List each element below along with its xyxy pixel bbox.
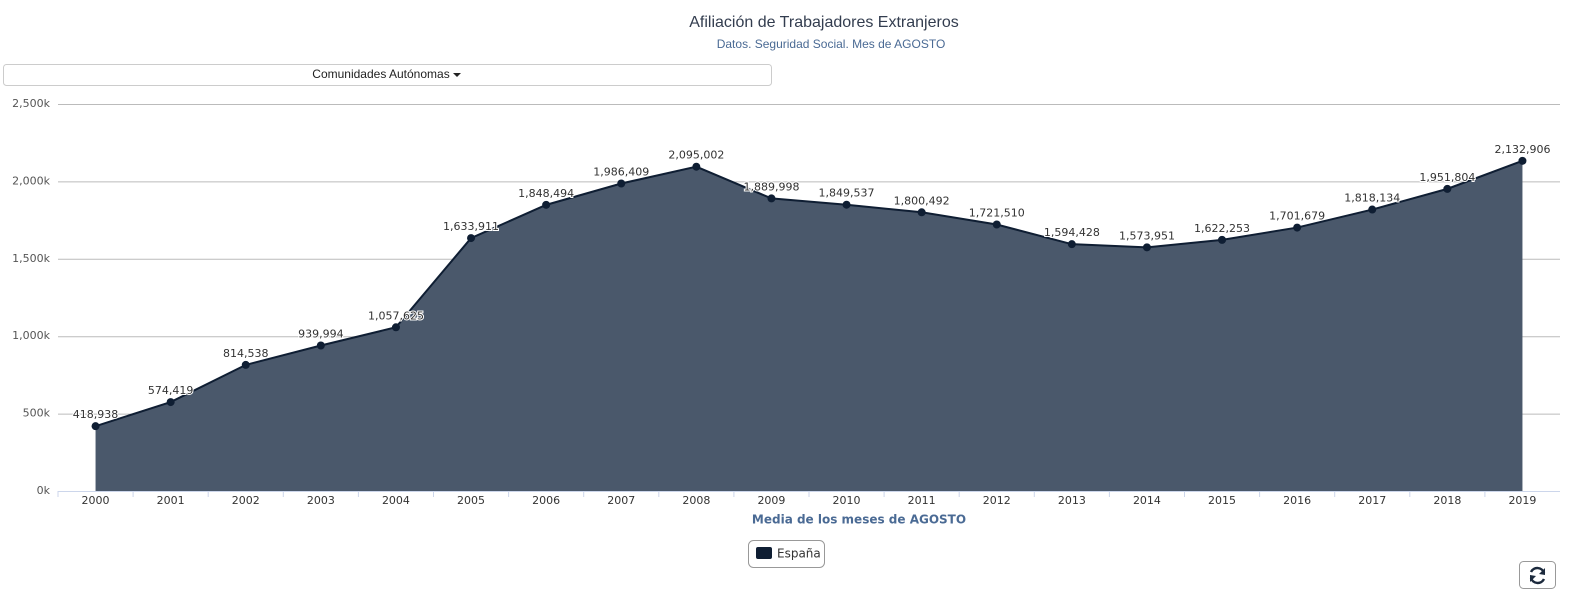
- x-tick-label: 2007: [607, 494, 635, 507]
- dropdown-box[interactable]: [3, 64, 772, 86]
- data-label: 1,633,911: [443, 220, 499, 233]
- data-label: 418,938: [73, 408, 119, 421]
- y-tick-label: 0k: [37, 484, 51, 497]
- refresh-box[interactable]: [1519, 561, 1556, 589]
- data-label: 1,889,998: [743, 180, 799, 193]
- dropdown[interactable]: Comunidades Autónomas: [3, 64, 772, 86]
- point: [241, 360, 250, 369]
- point: [166, 398, 175, 407]
- area: [95, 160, 1523, 491]
- x-tick-label: 2009: [757, 494, 785, 507]
- point: [1142, 243, 1151, 252]
- dropdown-caret: [453, 73, 461, 77]
- data-label: 1,721,510: [969, 207, 1025, 220]
- y-tick-label: 2,500k: [12, 97, 50, 110]
- data-label: 939,994: [298, 327, 344, 340]
- point: [692, 162, 701, 171]
- x-tick-label: 2010: [833, 494, 861, 507]
- point: [1218, 235, 1227, 244]
- x-tick-label: 2019: [1508, 494, 1536, 507]
- dropdown-label[interactable]: Comunidades Autónomas: [312, 67, 449, 81]
- data-label: 1,701,679: [1269, 210, 1325, 223]
- data-label: 1,622,253: [1194, 222, 1250, 235]
- point: [1067, 240, 1076, 249]
- x-tick-label: 2002: [232, 494, 260, 507]
- data-label: 814,538: [223, 347, 269, 360]
- point: [391, 323, 400, 332]
- x-tick-label: 2015: [1208, 494, 1236, 507]
- point: [316, 341, 325, 350]
- data-label: 1,800,492: [894, 194, 950, 207]
- data-label: 1,849,537: [819, 187, 875, 200]
- chart-title: Afiliación de Trabajadores Extranjeros: [689, 14, 958, 31]
- data-label: 1,594,428: [1044, 226, 1100, 239]
- y-tick-label: 500k: [23, 407, 51, 420]
- plot: 0k 500k 1,000k 1,500k 2,000k 2,500k 2000 2001 20…: [12, 97, 1560, 527]
- line: [95, 159, 1523, 428]
- data-label: 2,132,906: [1494, 143, 1550, 156]
- x-tick-label: 2012: [983, 494, 1011, 507]
- point: [1293, 223, 1302, 232]
- legend-label[interactable]: España: [777, 547, 821, 561]
- data-label: 1,951,804: [1419, 171, 1475, 184]
- point: [992, 220, 1001, 229]
- x-tick-label: 2016: [1283, 494, 1311, 507]
- x-tick-label: 2017: [1358, 494, 1386, 507]
- legend-swatch: [756, 547, 772, 559]
- chart-subtitle: Datos. Seguridad Social. Mes de AGOSTO: [717, 37, 946, 51]
- x-tick-label: 2011: [908, 494, 936, 507]
- x-tick-label: 2005: [457, 494, 485, 507]
- x-tick-label: 2003: [307, 494, 335, 507]
- data-label: 1,818,134: [1344, 192, 1400, 205]
- x-tick-label: 2008: [682, 494, 710, 507]
- y-tick-label: 1,000k: [12, 329, 50, 342]
- data-label: 1,057,625: [368, 309, 424, 322]
- point: [467, 234, 476, 243]
- y-tick-label: 2,000k: [12, 174, 50, 187]
- data-label: 574,419: [148, 384, 194, 397]
- point: [842, 200, 851, 209]
- refresh-button[interactable]: [1519, 561, 1556, 589]
- point: [1368, 205, 1377, 214]
- x-axis-title: Media de los meses de AGOSTO: [752, 513, 966, 527]
- x-tick-label: 2001: [157, 494, 185, 507]
- data-label: 2,095,002: [668, 149, 724, 162]
- data-label: 1,848,494: [518, 187, 574, 200]
- x-tick-label: 2000: [82, 494, 110, 507]
- x-tick-label: 2014: [1133, 494, 1161, 507]
- x-tick-label: 2004: [382, 494, 410, 507]
- point: [1443, 184, 1452, 193]
- x-tick-label: 2006: [532, 494, 560, 507]
- data-label: 1,986,409: [593, 166, 649, 179]
- point: [542, 200, 551, 209]
- x-tick-label: 2018: [1433, 494, 1461, 507]
- point: [1518, 156, 1527, 165]
- point: [91, 422, 100, 431]
- x-tick-label: 2013: [1058, 494, 1086, 507]
- y-tick-label: 1,500k: [12, 252, 50, 265]
- point: [617, 179, 626, 188]
- point: [917, 208, 926, 217]
- legend[interactable]: España: [748, 540, 825, 568]
- data-label: 1,573,951: [1119, 229, 1175, 242]
- point: [767, 194, 776, 203]
